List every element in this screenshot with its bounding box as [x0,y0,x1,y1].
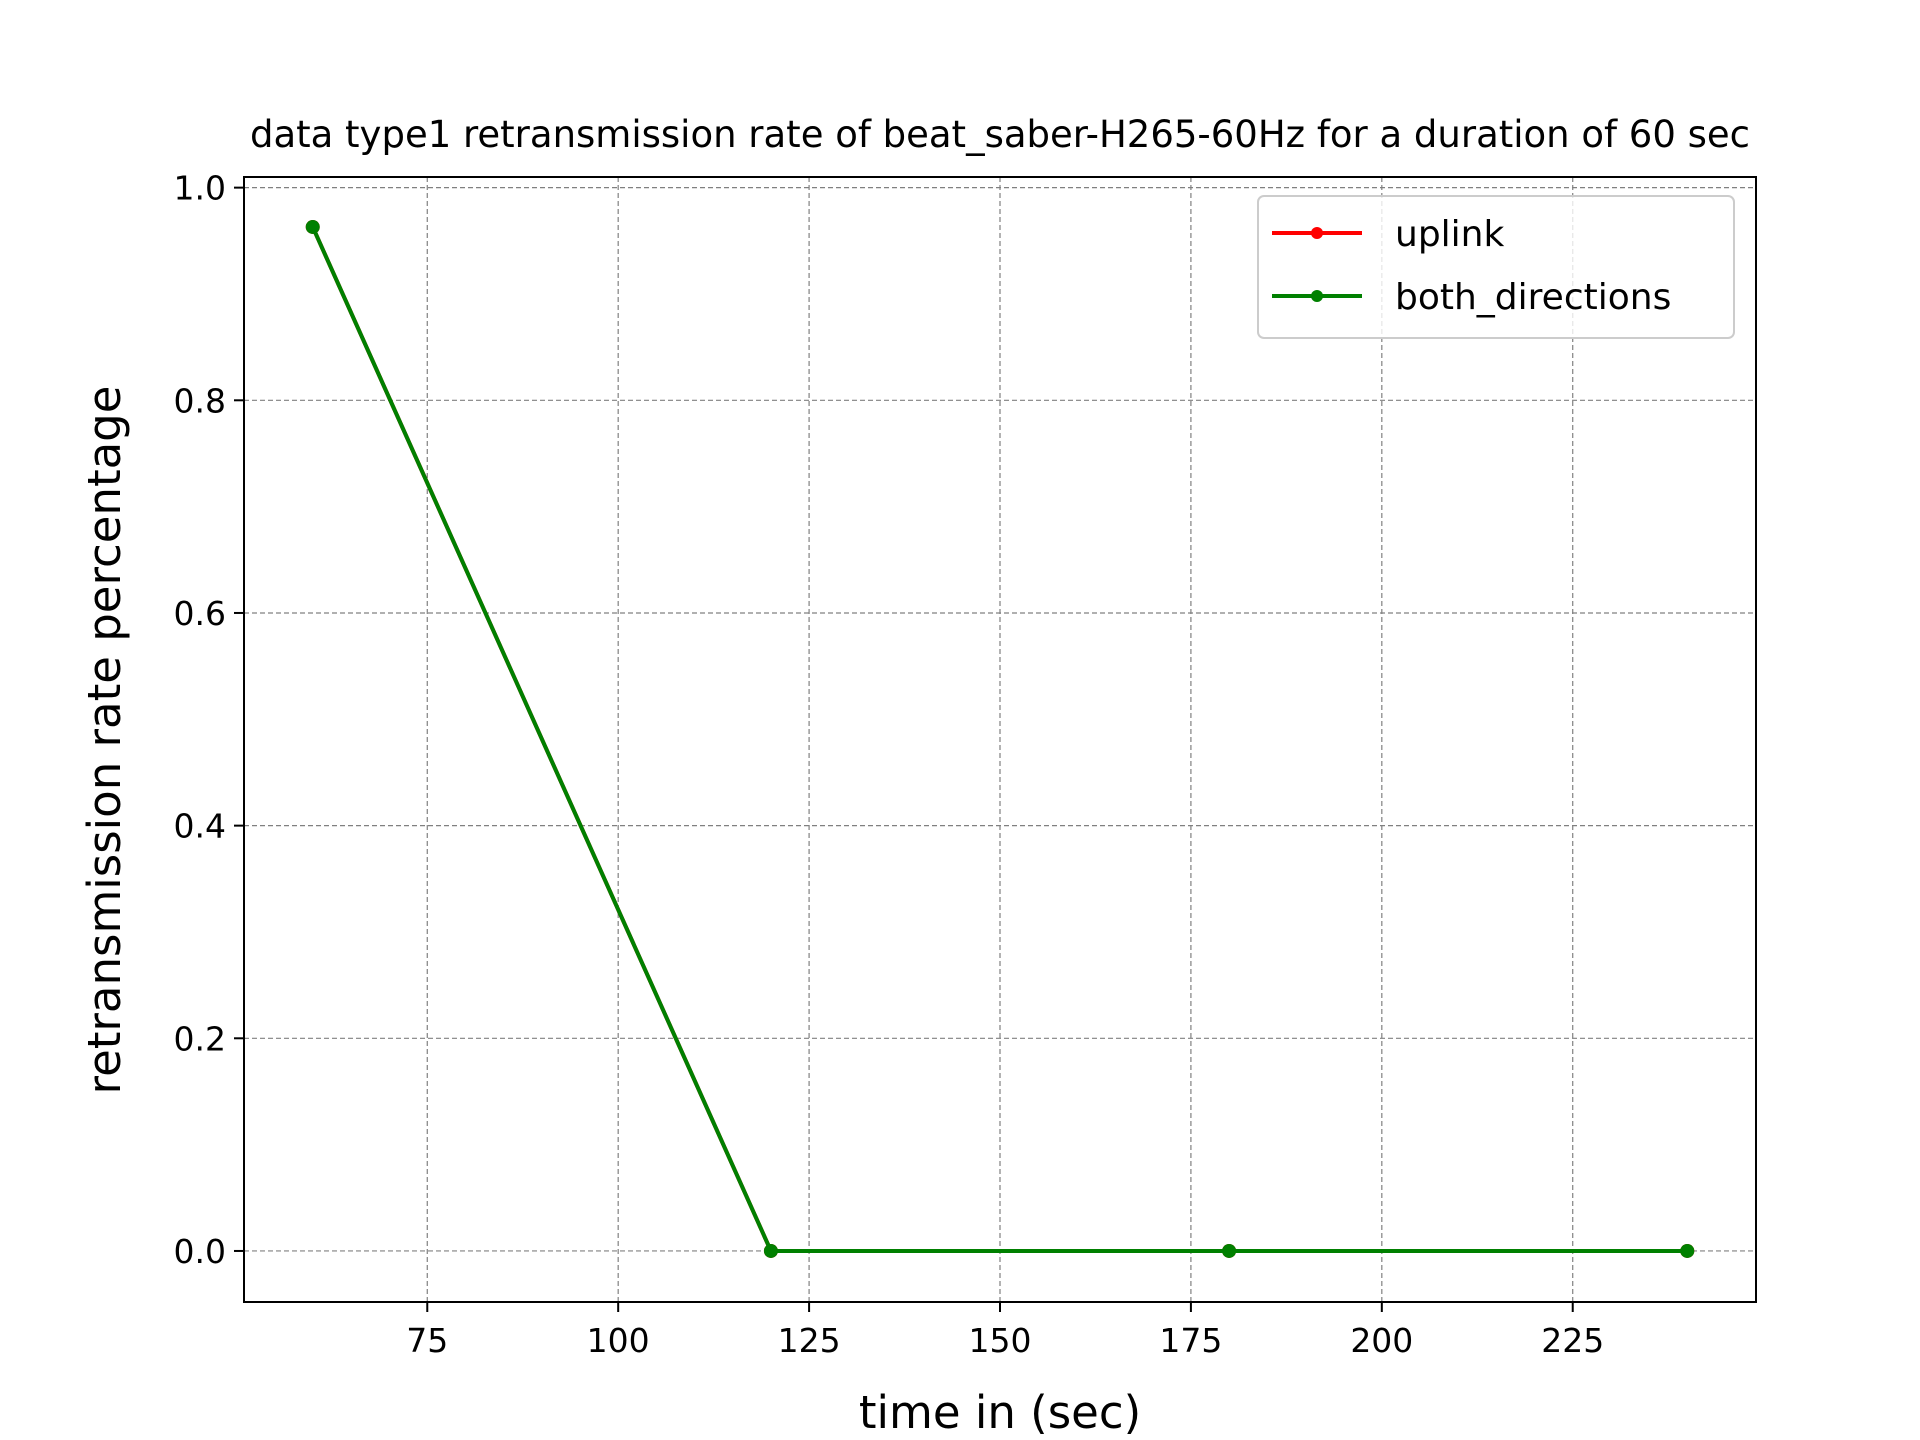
y-axis-label: retransmission rate percentage [78,386,131,1095]
legend-label-both-directions: both_directions [1395,277,1671,318]
series-line-both_directions [310,226,1688,1253]
x-tick-label: 150 [969,1321,1032,1360]
x-tick-label: 125 [778,1321,841,1360]
y-tick-label: 0.0 [174,1232,226,1271]
legend-label-uplink: uplink [1395,214,1504,255]
y-axis: 0.0 0.2 0.4 0.6 0.8 1.0 [174,169,244,1271]
x-tick-label: 200 [1350,1321,1413,1360]
x-tick-label: 75 [406,1321,448,1360]
y-tick-label: 0.6 [174,594,226,633]
x-tick-label: 175 [1159,1321,1222,1360]
x-axis: 75 100 125 150 175 200 225 [406,1302,1604,1360]
y-tick-label: 0.4 [174,807,226,846]
legend-marker-both-directions [1311,290,1323,302]
data-point-both_directions [1222,1243,1237,1258]
legend: uplink both_directions [1257,195,1735,339]
grid-lines [244,177,1756,1302]
legend-box [1257,195,1735,339]
data-point-both_directions [763,1243,778,1258]
x-axis-label: time in (sec) [859,1386,1141,1439]
x-tick-label: 100 [587,1321,650,1360]
series-group [305,219,1695,1258]
data-point-both_directions [305,219,320,234]
y-tick-label: 0.2 [174,1019,226,1058]
x-tick-label: 225 [1541,1321,1604,1360]
chart-title: data type1 retransmission rate of beat_s… [250,113,1750,156]
y-tick-label: 0.8 [174,381,226,420]
y-tick-label: 1.0 [174,169,226,208]
data-point-both_directions [1680,1243,1695,1258]
legend-marker-uplink [1311,227,1323,239]
